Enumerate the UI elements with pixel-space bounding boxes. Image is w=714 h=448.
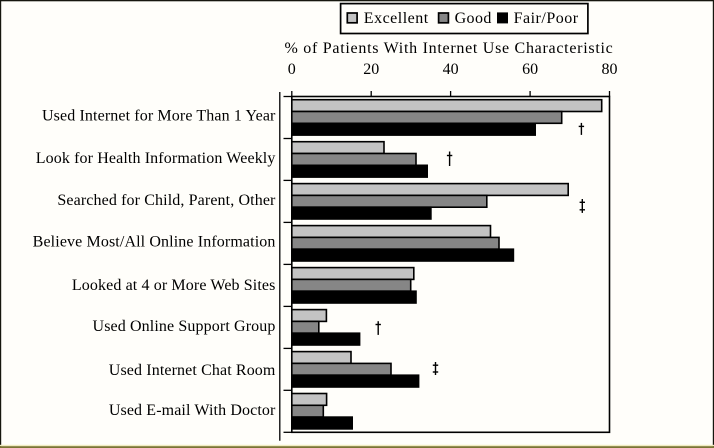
svg-text:40: 40 (443, 61, 459, 78)
svg-text:Good: Good (455, 10, 492, 27)
svg-text:Used E-mail With Doctor: Used E-mail With Doctor (109, 402, 276, 419)
svg-text:Looked at 4 or More Web Sites: Looked at 4 or More Web Sites (72, 277, 276, 294)
svg-text:Fair/Poor: Fair/Poor (514, 10, 579, 27)
svg-text:20: 20 (363, 61, 379, 78)
svg-text:60: 60 (522, 61, 538, 78)
svg-text:Used Internet for More Than 1: Used Internet for More Than 1 Year (42, 108, 276, 125)
svg-text:0: 0 (288, 61, 296, 78)
svg-text:Searched for Child, Parent, Ot: Searched for Child, Parent, Other (57, 192, 276, 209)
svg-text:80: 80 (602, 61, 618, 78)
svg-text:Believe Most/All Online Inform: Believe Most/All Online Information (33, 234, 276, 251)
svg-text:Excellent: Excellent (364, 10, 429, 27)
svg-text:Look for Health Information We: Look for Health Information Weekly (36, 150, 276, 167)
svg-text:Used Online Support Group: Used Online Support Group (93, 318, 276, 335)
svg-text:% of Patients With Internet Us: % of Patients With Internet Use Characte… (285, 40, 614, 57)
svg-text:Used Internet Chat Room: Used Internet Chat Room (109, 362, 276, 379)
